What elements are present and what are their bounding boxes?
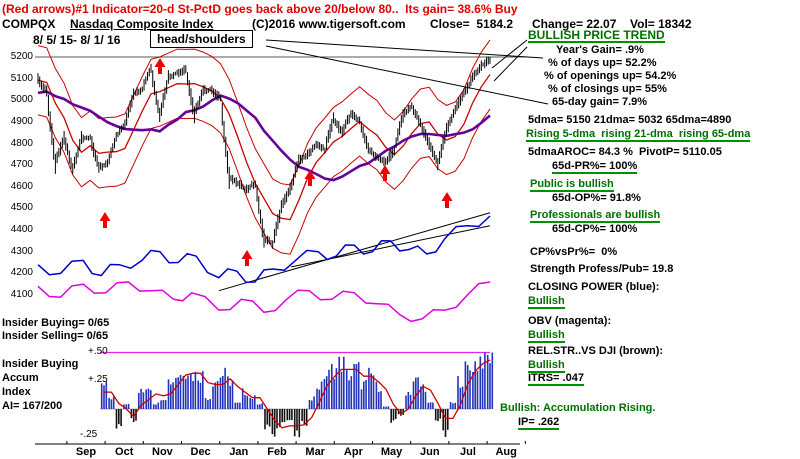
stat-line-23: IP= .262 xyxy=(518,416,560,430)
stat-line-14: Strength Profess/Pub= 19.8 xyxy=(530,263,674,275)
y-axis-label-5: 4700 xyxy=(10,159,33,171)
stat-line-1: % of days up= 52.2% xyxy=(548,57,657,69)
stat-line-13: CP%vsPr%= 0% xyxy=(530,246,618,258)
x-axis-month-4: Jan xyxy=(229,446,249,458)
x-axis-month-3: Dec xyxy=(190,446,211,458)
stat-line-5: 5dma= 5150 21dma= 5032 65dma=4890 xyxy=(528,114,732,126)
y-axis-label-7: 4500 xyxy=(10,202,33,214)
y-axis-label-11: 4100 xyxy=(10,289,33,300)
stat-line-3: % of closings up= 55% xyxy=(548,83,667,95)
insider-accum-label-1: Insider Selling= 0/65 xyxy=(2,330,109,342)
x-axis-month-10: Jul xyxy=(460,446,476,458)
insider-accum-label-5: AI= 167/200 xyxy=(2,400,63,412)
index-name: Nasdaq Composite Index xyxy=(70,17,214,31)
close-value: Close= 5184.2 xyxy=(430,17,514,31)
x-axis-month-2: Nov xyxy=(152,446,173,458)
stat-line-6: Rising 5-dma rising 21-dma rising 65-dma xyxy=(526,128,751,142)
stat-line-12: 65d-CP%= 100% xyxy=(552,223,638,235)
x-axis-month-9: Jun xyxy=(420,446,440,458)
stat-line-11: Professionals are bullish xyxy=(530,209,661,223)
accum-scale-label-0: +.50 xyxy=(88,346,108,357)
stat-line-22: Bullish: Accumulation Rising. xyxy=(500,402,656,414)
symbol: COMPQX xyxy=(2,17,56,31)
x-axis-month-7: Apr xyxy=(343,446,363,458)
stat-line-21: ITRS= .047 xyxy=(528,372,584,386)
x-axis-month-11: Aug xyxy=(495,446,517,458)
stat-line-4: 65-day gain= 7.9% xyxy=(552,96,648,108)
stat-line-0: Year's Gain= .9% xyxy=(556,44,644,56)
change-value: Change= 22.07 xyxy=(532,17,617,31)
stat-line-2: % of openings up= 54.2% xyxy=(544,70,677,82)
stat-line-20: Bullish xyxy=(528,359,565,373)
stat-line-18: Bullish xyxy=(528,329,565,343)
x-axis-month-8: May xyxy=(380,446,403,458)
date-range: 8/ 5/ 15- 8/ 1/ 16 xyxy=(33,33,121,47)
y-axis-label-8: 4400 xyxy=(10,224,33,236)
stat-line-15: CLOSING POWER (blue): xyxy=(528,281,660,293)
accum-scale-label-1: +.25 xyxy=(88,374,108,385)
stat-line-10: 65d-OP%= 91.8% xyxy=(552,192,641,204)
insider-accum-label-2: Insider Buying xyxy=(2,358,79,370)
x-axis-month-1: Oct xyxy=(115,446,134,458)
stat-line-19: REL.STR..VS DJI (brown): xyxy=(528,345,664,357)
x-axis-month-5: Feb xyxy=(267,446,287,458)
insider-accum-label-4: Index xyxy=(2,386,31,398)
stat-line-17: OBV (magenta): xyxy=(528,315,612,327)
copyright-url: (C)2016 www.tigersoft.com xyxy=(252,17,406,31)
y-axis-label-6: 4600 xyxy=(10,180,33,192)
y-axis-label-2: 5000 xyxy=(10,94,33,106)
insider-accum-label-0: Insider Buying= 0/65 xyxy=(2,317,110,329)
signal-summary: (Red arrows)#1 Indicator=20-d St-PctD go… xyxy=(2,2,518,16)
accum-scale-label-2: -.25 xyxy=(80,429,98,440)
x-axis-month-6: Mar xyxy=(305,446,325,458)
stat-line-7: 5dmaAROC= 84.3 % PivotP= 5110.05 xyxy=(528,146,722,158)
y-axis-label-4: 4800 xyxy=(10,137,33,149)
y-axis-label-10: 4200 xyxy=(10,267,33,279)
y-axis-label-3: 4900 xyxy=(10,115,33,127)
volume-value: Vol= 18342 xyxy=(630,17,692,31)
stat-line-8: 65d-PR%= 100% xyxy=(552,160,638,174)
y-axis-label-1: 5100 xyxy=(10,72,33,84)
x-axis-month-0: Sep xyxy=(75,446,97,458)
y-axis-label-0: 5200 xyxy=(10,51,33,62)
insider-accum-label-3: Accum xyxy=(2,372,39,384)
head-shoulders-annotation: head/shoulders xyxy=(150,30,253,48)
y-axis-label-9: 4300 xyxy=(10,245,33,257)
trend-title: BULLISH PRICE TREND xyxy=(528,28,665,43)
stat-line-9: Public is bullish xyxy=(530,178,614,192)
stat-line-16: Bullish xyxy=(528,295,565,309)
